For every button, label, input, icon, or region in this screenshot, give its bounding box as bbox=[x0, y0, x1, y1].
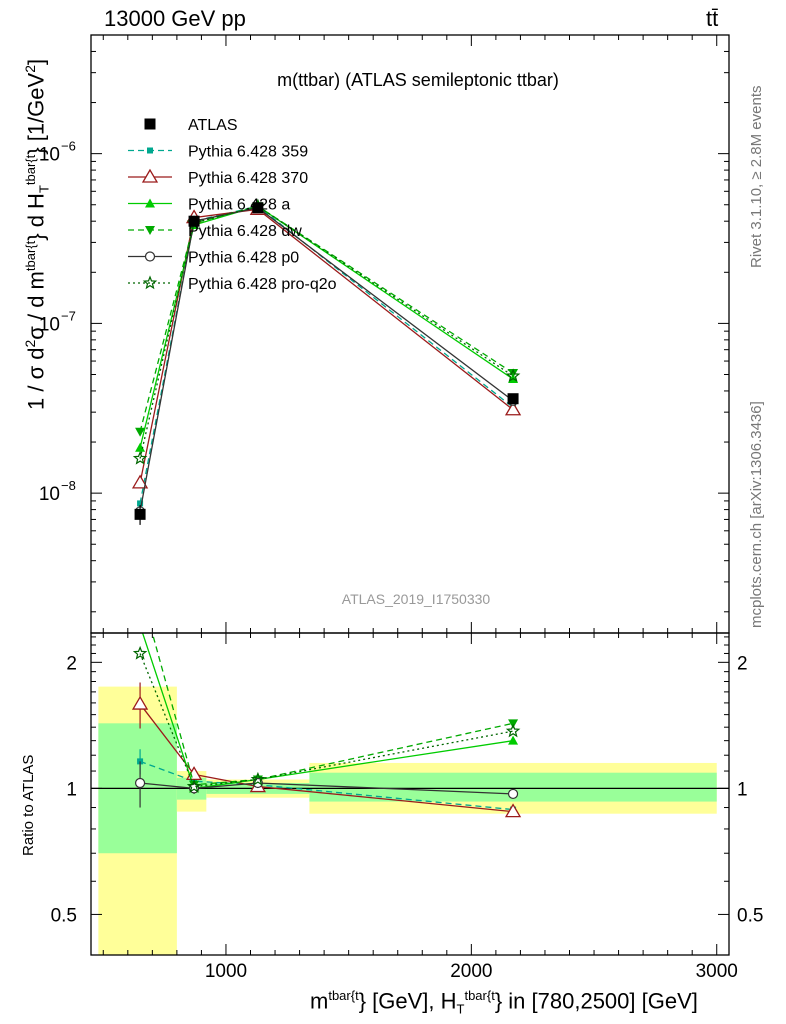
ratio-point-370 bbox=[504, 803, 522, 818]
y-tick-exponent: −6 bbox=[61, 139, 76, 154]
data-point-ATLAS bbox=[507, 393, 519, 405]
x-axis-label: mtbar{t} [GeV], HTtbar{t} in [780,2500] … bbox=[310, 988, 698, 1017]
legend-marker bbox=[142, 275, 158, 290]
data-point-370 bbox=[504, 401, 522, 416]
ratio-point-dw bbox=[135, 585, 145, 594]
legend-label: Pythia 6.428 p0 bbox=[188, 250, 299, 267]
series-ATLAS bbox=[134, 202, 519, 525]
main-plot-frame bbox=[90, 34, 730, 634]
ratio-y-tick-label: 0.5 bbox=[51, 905, 77, 926]
data-point-ATLAS bbox=[252, 202, 264, 214]
ratio-point-p0 bbox=[507, 788, 519, 800]
ratio-series-pro-q2o bbox=[132, 645, 521, 793]
data-point-ATLAS bbox=[188, 215, 200, 227]
ratio-plot-frame bbox=[90, 632, 730, 956]
ratio-point-p0 bbox=[134, 777, 146, 789]
legend-marker bbox=[144, 251, 156, 262]
ratio-y-tick-label-right: 0.5 bbox=[737, 905, 763, 926]
ratio-point-a bbox=[508, 735, 519, 745]
legend-marker bbox=[145, 198, 155, 208]
analysis-watermark: ATLAS_2019_I1750330 bbox=[342, 591, 491, 607]
legend-entry-dw: Pythia 6.428 dw bbox=[128, 223, 302, 240]
ratio-point-370 bbox=[131, 695, 149, 710]
ratio-y-tick-label-right: 2 bbox=[737, 653, 748, 674]
ratio-point-pro-q2o bbox=[250, 771, 266, 786]
legend-marker bbox=[144, 118, 156, 130]
legend-label: Pythia 6.428 359 bbox=[188, 144, 308, 161]
data-point-a bbox=[135, 442, 146, 452]
series-line-370 bbox=[139, 208, 514, 483]
y-tick-label: 10 bbox=[39, 145, 60, 166]
series-line-dw bbox=[139, 205, 514, 432]
legend-label: Pythia 6.428 a bbox=[188, 197, 290, 214]
legend-marker bbox=[147, 147, 153, 154]
legend-label: Pythia 6.428 pro-q2o bbox=[188, 276, 337, 293]
y-tick-label: 10 bbox=[39, 314, 60, 335]
ratio-line-p0 bbox=[140, 782, 514, 795]
data-point-dw bbox=[135, 427, 146, 437]
legend-label: Pythia 6.428 370 bbox=[188, 170, 308, 187]
series-line-p0 bbox=[139, 207, 514, 512]
ratio-point-pro-q2o bbox=[186, 778, 202, 793]
ratio-y-tick-label: 2 bbox=[66, 653, 77, 674]
chart-title: m(ttbar) (ATLAS semileptonic ttbar) bbox=[277, 70, 559, 90]
x-tick-label: 2000 bbox=[450, 961, 492, 982]
legend-entry-359: Pythia 6.428 359 bbox=[128, 144, 308, 161]
data-point-ATLAS bbox=[134, 508, 146, 520]
header-process-label: tt̄ bbox=[706, 6, 719, 31]
ratio-point-pro-q2o bbox=[132, 645, 148, 660]
ratio-line-dw bbox=[151, 633, 514, 786]
x-tick-label: 3000 bbox=[696, 961, 738, 982]
ratio-line-370 bbox=[139, 703, 514, 813]
y-tick-label: 10 bbox=[39, 484, 60, 505]
data-point-pro-q2o bbox=[505, 368, 521, 383]
ratio-point-pro-q2o bbox=[505, 723, 521, 738]
legend-label: ATLAS bbox=[188, 117, 238, 134]
y-tick-exponent: −7 bbox=[61, 308, 76, 323]
ratio-line-pro-q2o bbox=[139, 653, 514, 788]
data-point-359 bbox=[137, 500, 144, 507]
ratio-series-370 bbox=[131, 682, 522, 818]
y-tick-exponent: −8 bbox=[61, 478, 76, 493]
series-line-pro-q2o bbox=[139, 205, 514, 459]
data-point-pro-q2o bbox=[132, 450, 148, 465]
ratio-series-dw bbox=[135, 585, 519, 790]
legend-marker bbox=[145, 226, 155, 235]
main-series-group bbox=[131, 198, 522, 525]
header-energy-label: 13000 GeV pp bbox=[104, 6, 246, 31]
legend-entry-ATLAS: ATLAS bbox=[144, 117, 238, 134]
ratio-y-tick-label: 1 bbox=[66, 779, 77, 800]
ratio-line-a bbox=[141, 633, 514, 790]
legend-entry-p0: Pythia 6.428 p0 bbox=[128, 250, 299, 267]
ratio-uncertainty-bands bbox=[98, 686, 717, 955]
x-tick-label: 1000 bbox=[205, 961, 247, 982]
legend-marker bbox=[141, 168, 159, 183]
legend-label: Pythia 6.428 dw bbox=[188, 223, 302, 240]
legend-entry-pro-q2o: Pythia 6.428 pro-q2o bbox=[128, 275, 337, 293]
legend-entry-a: Pythia 6.428 a bbox=[128, 197, 290, 214]
ratio-point-a bbox=[135, 620, 145, 629]
data-point-dw bbox=[508, 369, 519, 379]
ratio-series-group bbox=[131, 585, 522, 818]
legend-entry-370: Pythia 6.428 370 bbox=[128, 168, 308, 187]
data-point-370 bbox=[131, 474, 149, 489]
ratio-y-tick-label-right: 1 bbox=[737, 779, 748, 800]
series-line-a bbox=[139, 205, 514, 448]
